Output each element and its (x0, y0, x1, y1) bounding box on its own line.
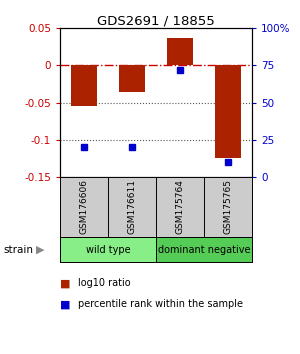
Text: GSM176611: GSM176611 (128, 179, 136, 234)
Bar (119, 65, 145, 92)
Text: GSM175764: GSM175764 (176, 179, 184, 234)
Text: wild type: wild type (86, 245, 130, 255)
Text: percentile rank within the sample: percentile rank within the sample (78, 299, 243, 309)
Title: GDS2691 / 18855: GDS2691 / 18855 (97, 14, 215, 27)
Bar (215, 65, 241, 159)
Text: ▶: ▶ (36, 245, 44, 255)
Bar (60, 237, 156, 262)
Text: ■: ■ (60, 278, 70, 288)
Text: GSM176606: GSM176606 (80, 179, 88, 234)
Text: strain: strain (3, 245, 33, 255)
Bar (167, 38, 193, 65)
Text: dominant negative: dominant negative (158, 245, 250, 255)
Text: log10 ratio: log10 ratio (78, 278, 130, 288)
Bar (156, 237, 252, 262)
Text: GSM175765: GSM175765 (224, 179, 232, 234)
Text: ■: ■ (60, 299, 70, 309)
Bar (71, 65, 97, 106)
